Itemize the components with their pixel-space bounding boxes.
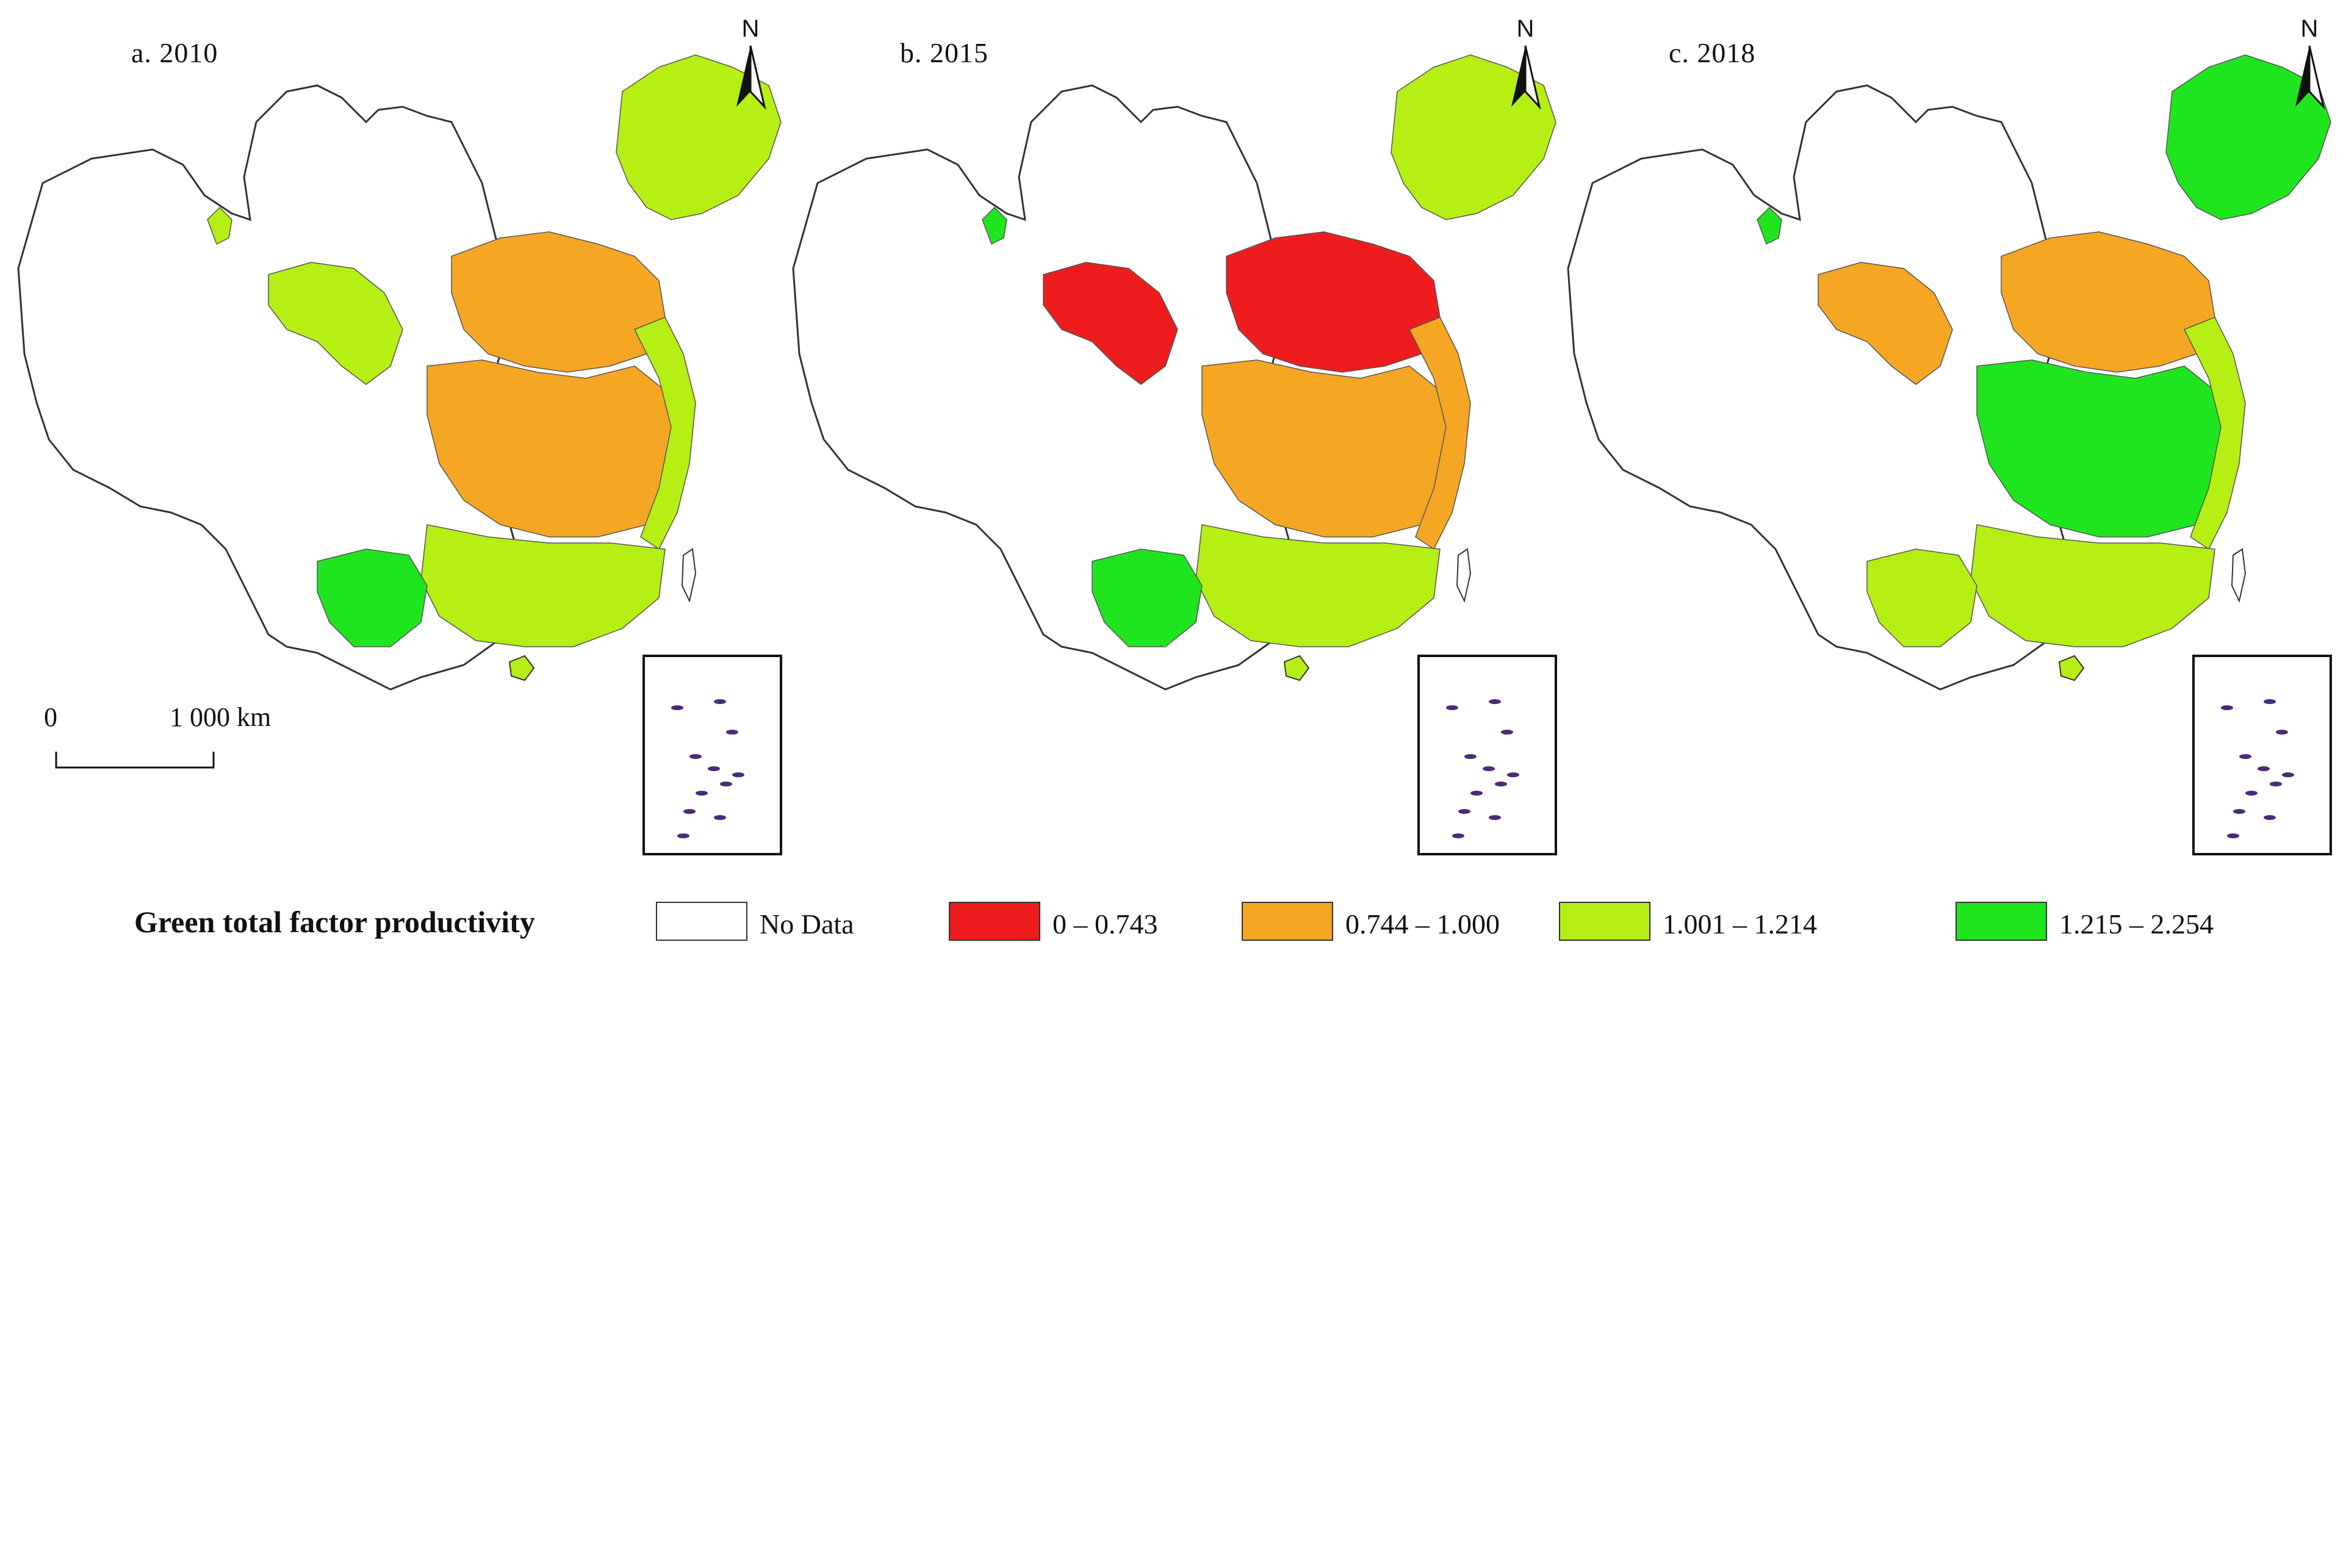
china-map xyxy=(17,54,782,855)
region-south xyxy=(1195,524,1441,647)
island-mark xyxy=(689,754,702,759)
legend-label: No Data xyxy=(760,908,854,940)
island-mark xyxy=(1501,730,1513,735)
island-mark xyxy=(1489,815,1501,820)
panel-title: c. 2018 xyxy=(1669,37,1756,68)
island-mark xyxy=(2282,772,2294,777)
island-mark xyxy=(2264,815,2276,820)
north-arrow-icon: N xyxy=(2288,15,2331,110)
island-mark xyxy=(1464,754,1477,759)
legend-label: 0 – 0.743 xyxy=(1052,908,1158,940)
island-mark xyxy=(696,791,708,796)
legend-swatch xyxy=(1956,902,2047,941)
region-hainan xyxy=(2058,655,2085,682)
region-taiwan xyxy=(681,548,697,603)
south-china-sea-inset xyxy=(642,655,782,855)
region-taiwan xyxy=(1456,548,1472,603)
north-arrow-icon: N xyxy=(1504,15,1547,110)
south-china-sea-inset xyxy=(1417,655,1557,855)
north-label: N xyxy=(1516,15,1535,42)
region-xinjiang xyxy=(207,206,232,245)
scale-distance-label: 1 000 km xyxy=(170,702,272,732)
island-mark xyxy=(677,833,689,838)
map-panel-2015: b. 2015 N xyxy=(775,0,1557,866)
scale-zero-label: 0 xyxy=(44,702,57,732)
island-mark xyxy=(2227,833,2239,838)
island-mark xyxy=(708,766,720,771)
island-mark xyxy=(1483,766,1495,771)
island-mark xyxy=(1470,791,1483,796)
legend-swatch xyxy=(656,902,747,941)
map-panel-2010: a. 2010 N 0 1 000 km xyxy=(0,0,782,866)
island-mark xyxy=(2245,791,2258,796)
island-mark xyxy=(720,782,732,786)
island-mark xyxy=(1495,782,1507,786)
island-mark xyxy=(714,815,726,820)
island-mark xyxy=(1446,705,1458,710)
panel-title: a. 2010 xyxy=(131,37,218,68)
region-northwest xyxy=(1818,262,1953,385)
map-panel-2018: c. 2018 N xyxy=(1550,0,2332,866)
north-arrow-icon: N xyxy=(729,15,772,110)
region-taiwan xyxy=(2231,548,2247,603)
china-map xyxy=(792,54,1557,855)
region-hainan xyxy=(1283,655,1310,682)
region-east xyxy=(633,317,696,550)
region-xinjiang xyxy=(982,206,1007,245)
island-mark xyxy=(1458,809,1470,814)
legend-label: 1.215 – 2.254 xyxy=(2059,908,2214,940)
region-northwest xyxy=(268,262,403,385)
island-mark xyxy=(726,730,738,735)
panel-title: b. 2015 xyxy=(900,37,988,68)
island-mark xyxy=(714,699,726,704)
legend-swatch xyxy=(949,902,1040,941)
region-southwest xyxy=(317,548,428,647)
china-map xyxy=(1567,54,2332,855)
legend-label: 1.001 – 1.214 xyxy=(1663,908,1817,940)
island-mark xyxy=(2233,809,2245,814)
region-southwest xyxy=(1092,548,1203,647)
north-label: N xyxy=(2300,15,2319,42)
island-mark xyxy=(2276,730,2288,735)
island-mark xyxy=(2264,699,2276,704)
island-mark xyxy=(2258,766,2270,771)
south-china-sea-inset xyxy=(2192,655,2332,855)
legend-label: 0.744 – 1.000 xyxy=(1345,908,1500,940)
region-east xyxy=(1408,317,1471,550)
legend: Green total factor productivity No Data … xyxy=(0,891,2346,958)
island-mark xyxy=(2239,754,2251,759)
region-east xyxy=(2183,317,2246,550)
region-northeast xyxy=(2165,54,2331,220)
region-hainan xyxy=(508,655,535,682)
region-southwest xyxy=(1866,548,1977,647)
island-mark xyxy=(1452,833,1464,838)
legend-title: Green total factor productivity xyxy=(134,905,535,939)
region-south xyxy=(1970,524,2215,647)
island-mark xyxy=(2270,782,2282,786)
island-mark xyxy=(1507,772,1519,777)
region-south xyxy=(420,524,666,647)
legend-swatch xyxy=(1242,902,1333,941)
region-northwest xyxy=(1043,262,1178,385)
north-label: N xyxy=(741,15,760,42)
island-mark xyxy=(1489,699,1501,704)
island-mark xyxy=(2221,705,2233,710)
scale-bar: 0 1 000 km xyxy=(37,702,271,775)
island-mark xyxy=(671,705,683,710)
region-xinjiang xyxy=(1757,206,1782,245)
island-mark xyxy=(683,809,696,814)
legend-swatch xyxy=(1559,902,1650,941)
island-mark xyxy=(732,772,744,777)
